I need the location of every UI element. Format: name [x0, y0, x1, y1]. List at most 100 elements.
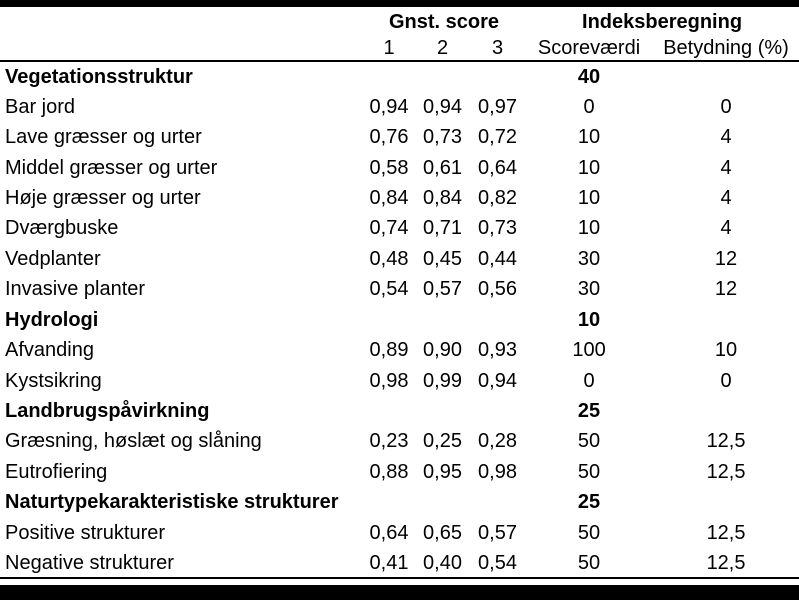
betydning-value: [653, 396, 799, 426]
row-label: Negative strukturer: [0, 548, 363, 580]
score-1-value: [363, 396, 415, 426]
score-1-value: 0,54: [369, 278, 409, 301]
column-header-scorevaerdi: Scoreværdi: [525, 36, 654, 62]
table-row: Negative strukturer 0,41 0,40 0,54 50 12,5: [0, 548, 799, 580]
score-3-value: [470, 396, 525, 426]
betydning-value: 0: [720, 369, 732, 392]
table-row: Positive strukturer 0,64 0,65 0,57 50 12,5: [0, 518, 799, 548]
header-column-row: 1 2 3 Scoreværdi Betydning (%): [0, 36, 799, 62]
score-1-value: 0,64: [369, 521, 409, 544]
score-1-value: 0,48: [369, 247, 409, 270]
score-2-value: 0,57: [423, 278, 462, 301]
scorevaerdi-value: 0: [583, 369, 595, 392]
table-row: Hydrologi 10: [0, 305, 799, 335]
row-label: Vegetationsstruktur: [5, 65, 193, 88]
betydning-value: 12: [714, 247, 738, 270]
score-3-value: 0,94: [478, 369, 517, 392]
score-3-value: 0,56: [478, 278, 517, 301]
score-3-value: 0,54: [470, 548, 526, 580]
score-2-value: 0,84: [423, 186, 462, 209]
score-2-value: 0,73: [423, 126, 462, 149]
score-1-value: 0,41: [363, 548, 415, 580]
score-1-value: [363, 61, 415, 91]
betydning-value: 0: [720, 95, 732, 118]
score-3-value: [470, 487, 525, 517]
score-2-value: 0,65: [423, 521, 462, 544]
table-row: Naturtypekarakteristiske strukturer 25: [0, 487, 799, 517]
score-2-value: 0,94: [423, 95, 462, 118]
score-2-value: 0,40: [415, 548, 470, 580]
score-1-value: 0,58: [369, 156, 409, 179]
row-label: Positive strukturer: [5, 521, 166, 544]
score-2-value: 0,71: [423, 217, 462, 240]
header-indeksberegning: Indeksberegning: [582, 10, 743, 33]
score-3-value: [470, 61, 525, 91]
betydning-value: 12,5: [706, 430, 746, 453]
scorevaerdi-value: 50: [525, 548, 654, 580]
score-1-value: 0,23: [369, 430, 409, 453]
score-2-value: 0,61: [423, 156, 462, 179]
score-1-value: [363, 305, 415, 335]
score-3-value: 0,64: [478, 156, 517, 179]
row-label: Naturtypekarakteristiske strukturer: [5, 491, 339, 514]
betydning-value: 4: [720, 126, 732, 149]
column-header-score1: 1: [363, 36, 415, 62]
top-black-bar: [0, 0, 799, 7]
table-row: Middel græsser og urter 0,58 0,61 0,64 10 4: [0, 152, 799, 182]
score-1-value: 0,88: [369, 460, 409, 483]
betydning-value: [653, 487, 799, 517]
column-header-empty: [0, 36, 363, 62]
header-empty-cell: [0, 7, 363, 36]
column-header-betydning: Betydning (%): [653, 36, 799, 62]
score-2-value: [415, 305, 470, 335]
table-row: Dværgbuske 0,74 0,71 0,73 10 4: [0, 213, 799, 243]
row-label: Dværgbuske: [5, 217, 119, 240]
row-label: Hydrologi: [5, 308, 99, 331]
scorevaerdi-value: 50: [577, 430, 601, 453]
table-row: Invasive planter 0,54 0,57 0,56 30 12: [0, 274, 799, 304]
scorevaerdi-value: 10: [577, 217, 601, 240]
header-gnst-score: Gnst. score: [388, 10, 500, 33]
table-row: Bar jord 0,94 0,94 0,97 0 0: [0, 91, 799, 121]
scorevaerdi-value: 10: [577, 186, 601, 209]
score-2-value: 0,99: [423, 369, 462, 392]
betydning-value: 12,5: [706, 460, 746, 483]
betydning-value: 12: [714, 278, 738, 301]
table-row: Eutrofiering 0,88 0,95 0,98 50 12,5: [0, 457, 799, 487]
betydning-value: 4: [720, 186, 732, 209]
score-2-value: 0,95: [423, 460, 462, 483]
score-1-value: [363, 487, 415, 517]
score-2-value: 0,45: [423, 247, 462, 270]
bottom-black-bar: [0, 585, 799, 600]
betydning-value: 4: [720, 217, 732, 240]
row-label: Kystsikring: [5, 369, 102, 392]
score-1-value: 0,84: [369, 186, 409, 209]
scorevaerdi-value: 50: [577, 460, 601, 483]
table-row: Landbrugspåvirkning 25: [0, 396, 799, 426]
betydning-value: 12,5: [653, 548, 799, 580]
table-body: Vegetationsstruktur 40 Bar jord 0,94 0,94 0,9…: [0, 61, 799, 580]
table-row: Kystsikring 0,98 0,99 0,94 0 0: [0, 365, 799, 395]
table-row: Vedplanter 0,48 0,45 0,44 30 12: [0, 244, 799, 274]
scorevaerdi-value: 0: [583, 95, 595, 118]
score-3-value: [470, 305, 525, 335]
betydning-value: 12,5: [706, 521, 746, 544]
score-1-value: 0,89: [369, 339, 409, 362]
table-row: Høje græsser og urter 0,84 0,84 0,82 10 4: [0, 183, 799, 213]
score-3-value: 0,44: [478, 247, 517, 270]
score-1-value: 0,94: [369, 95, 409, 118]
score-3-value: 0,82: [478, 186, 517, 209]
scorevaerdi-value: 30: [577, 247, 601, 270]
betydning-value: 4: [720, 156, 732, 179]
scorevaerdi-value: 25: [577, 400, 601, 423]
scorevaerdi-value: 25: [577, 491, 601, 514]
score-2-value: 0,90: [423, 339, 462, 362]
score-1-value: 0,74: [369, 217, 409, 240]
score-2-value: [415, 487, 470, 517]
table-row: Afvanding 0,89 0,90 0,93 100 10: [0, 335, 799, 365]
score-2-value: 0,25: [423, 430, 462, 453]
table-header: Gnst. score Indeksberegning 1 2 3 Scorev…: [0, 7, 799, 62]
header-group-row: Gnst. score Indeksberegning: [0, 7, 799, 36]
table-row: Græsning, høslæt og slåning 0,23 0,25 0,28 5…: [0, 426, 799, 456]
betydning-value: [653, 305, 799, 335]
